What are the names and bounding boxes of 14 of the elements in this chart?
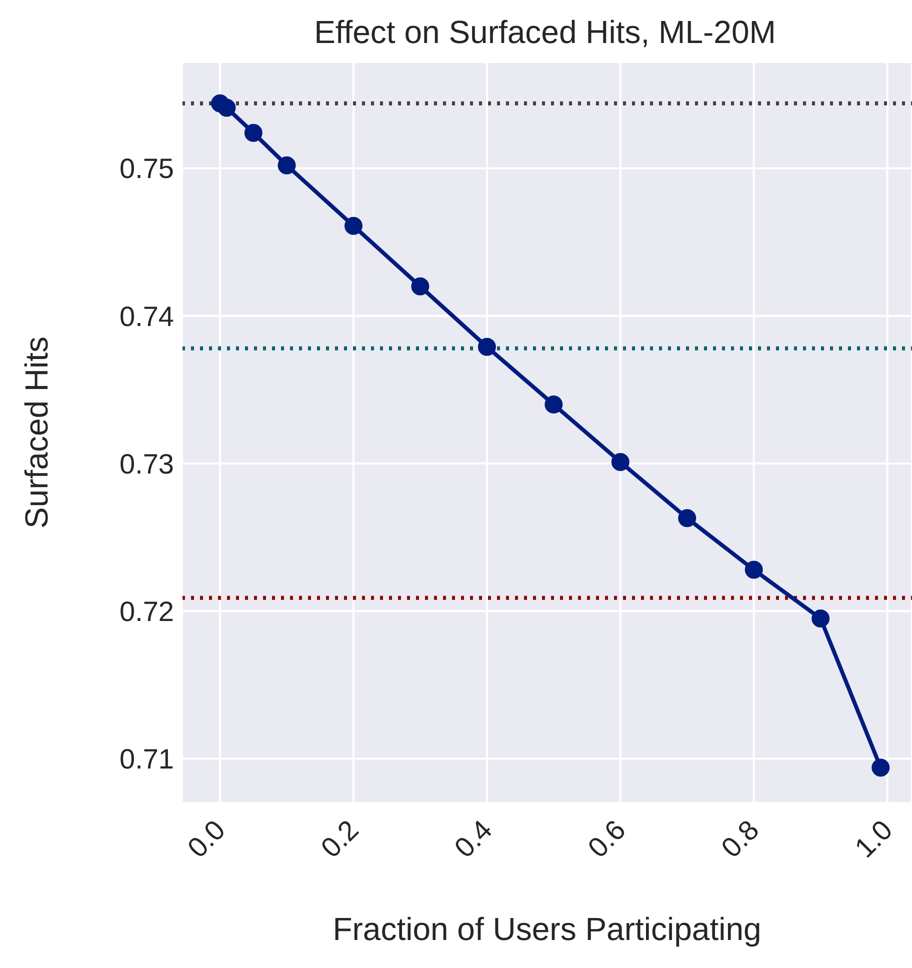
y-tick-label: 0.75: [120, 153, 174, 184]
x-tick-label: 0.8: [715, 814, 765, 864]
x-axis-title: Fraction of Users Participating: [332, 911, 762, 947]
x-tick-label: 1.0: [848, 814, 898, 864]
y-tick-label: 0.72: [120, 596, 174, 628]
y-tick-label: 0.74: [120, 300, 174, 332]
x-tick-label: 0.4: [448, 814, 498, 864]
chart-title: Effect on Surfaced Hits, ML-20M: [313, 13, 777, 52]
y-axis-title: Surfaced Hits: [18, 336, 54, 529]
x-tick-label: 0.0: [182, 814, 231, 864]
y-tick-label: 0.71: [120, 744, 174, 775]
x-tick-label: 0.2: [314, 814, 364, 864]
y-tick-label: 0.73: [120, 448, 174, 480]
x-tick-label: 0.6: [582, 814, 632, 864]
